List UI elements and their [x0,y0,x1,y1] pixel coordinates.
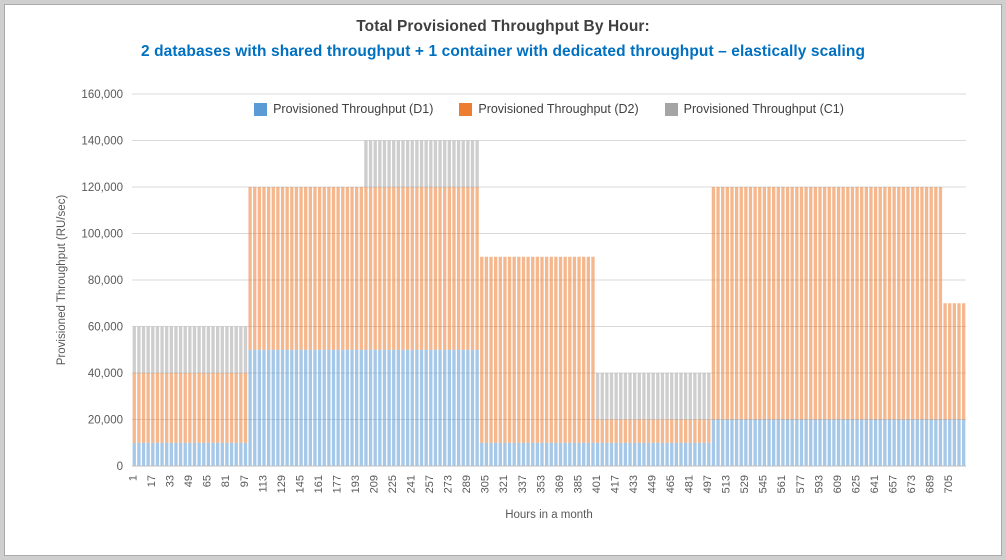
svg-text:193: 193 [350,475,362,493]
legend-item-d2: Provisioned Throughput (D2) [459,102,639,116]
legend-marker-d2-icon [459,102,473,116]
svg-text:0: 0 [117,461,123,473]
legend-item-d1: Provisioned Throughput (D1) [254,102,433,116]
chart-area: Provisioned Throughput (RU/sec) Hours in… [8,71,998,533]
svg-text:305: 305 [480,475,492,493]
svg-text:481: 481 [684,475,696,493]
legend-marker-c1-icon [664,102,678,116]
svg-text:625: 625 [850,475,862,493]
svg-text:257: 257 [424,475,436,493]
svg-text:17: 17 [146,475,158,487]
legend-label-c1: Provisioned Throughput (C1) [683,102,844,116]
svg-text:161: 161 [313,475,325,493]
svg-text:113: 113 [257,475,269,493]
svg-text:641: 641 [869,475,881,493]
x-axis-title: Hours in a month [505,509,593,521]
svg-text:593: 593 [813,475,825,493]
svg-text:209: 209 [369,475,381,493]
legend-item-c1: Provisioned Throughput (C1) [664,102,844,116]
svg-text:241: 241 [406,475,418,493]
chart-subtitle: 2 databases with shared throughput + 1 c… [140,43,866,60]
legend-marker-d1-icon [254,102,268,116]
svg-text:129: 129 [276,475,288,493]
svg-text:577: 577 [795,475,807,493]
svg-text:673: 673 [906,475,918,493]
svg-text:449: 449 [647,475,659,493]
svg-text:289: 289 [461,475,473,493]
svg-text:80,000: 80,000 [88,275,123,287]
svg-text:40,000: 40,000 [88,368,123,380]
svg-text:513: 513 [721,475,733,493]
svg-text:60,000: 60,000 [88,322,123,334]
svg-text:545: 545 [758,475,770,493]
svg-text:433: 433 [628,475,640,493]
svg-text:465: 465 [665,475,677,493]
svg-text:369: 369 [554,475,566,493]
svg-text:225: 225 [387,475,399,493]
svg-text:33: 33 [165,475,177,487]
svg-text:321: 321 [498,475,510,493]
svg-text:65: 65 [202,475,214,487]
svg-text:81: 81 [220,475,232,487]
svg-text:657: 657 [887,475,899,493]
svg-text:353: 353 [535,475,547,493]
svg-text:417: 417 [609,475,621,493]
svg-text:97: 97 [239,475,251,487]
chart-panel: Total Provisioned Throughput By Hour: 2 … [4,4,1002,556]
svg-text:20,000: 20,000 [88,415,123,427]
svg-text:401: 401 [591,475,603,493]
svg-text:689: 689 [925,475,937,493]
svg-text:385: 385 [572,475,584,493]
chart-legend: Provisioned Throughput (D1) Provisioned … [132,102,966,116]
chart-title: Total Provisioned Throughput By Hour: [356,18,650,35]
svg-text:120,000: 120,000 [81,182,123,194]
legend-label-d1: Provisioned Throughput (D1) [273,102,434,116]
svg-text:145: 145 [294,475,306,493]
svg-text:561: 561 [776,475,788,493]
svg-text:177: 177 [331,475,343,493]
svg-text:1: 1 [128,475,140,481]
svg-text:140,000: 140,000 [81,136,123,148]
svg-text:273: 273 [443,475,455,493]
svg-text:705: 705 [943,475,955,493]
y-axis-title: Provisioned Throughput (RU/sec) [56,195,68,366]
svg-text:160,000: 160,000 [81,89,123,101]
svg-text:49: 49 [183,475,195,487]
legend-label-d2: Provisioned Throughput (D2) [478,102,639,116]
svg-text:497: 497 [702,475,714,493]
chart-svg: Provisioned Throughput (RU/sec) Hours in… [56,89,966,521]
svg-text:337: 337 [517,475,529,493]
svg-text:529: 529 [739,475,751,493]
svg-text:609: 609 [832,475,844,493]
svg-text:100,000: 100,000 [81,229,123,241]
